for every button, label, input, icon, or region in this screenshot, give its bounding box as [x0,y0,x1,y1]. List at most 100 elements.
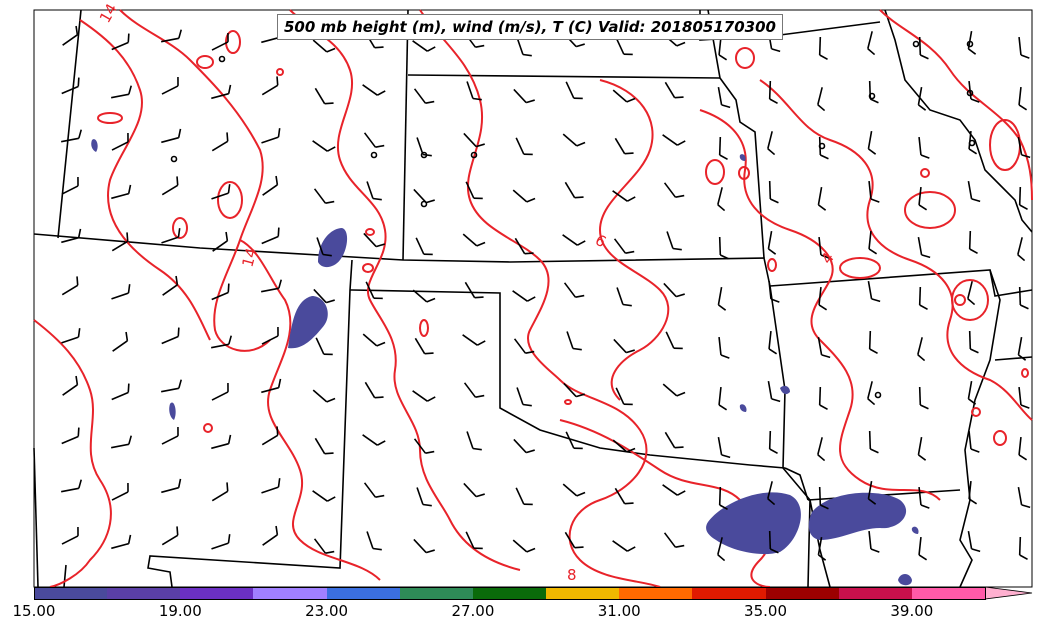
wind-barb [718,486,728,510]
wind-barb [161,76,179,95]
wind-barb [1017,237,1026,262]
wind-barb [466,81,482,101]
wind-barb [613,238,635,254]
wind-barb [111,232,129,252]
wind-barb [968,230,978,254]
wind-barb [663,282,685,298]
wind-barb [564,181,584,199]
wind-barb [312,389,336,403]
wind-barb [463,382,485,398]
wind-barb [211,382,229,401]
wind-barb [111,435,133,449]
wind-barb [261,76,279,96]
wind-barb [161,176,179,196]
wind-barb [817,87,826,112]
colorbar-segment [34,587,108,599]
colorbar-extend-arrow [984,586,1033,600]
colorbar-tick-label: 31.00 [597,602,641,620]
wind-barb [313,288,335,304]
wind-barb [111,534,132,550]
wind-barbs [61,25,1031,562]
wind-barb [211,434,232,450]
wind-barb [615,387,633,406]
wind-barb [61,526,79,545]
wind-barb [161,327,180,345]
wind-barb [261,128,281,144]
wind-barb [211,184,231,200]
wind-barb [767,481,776,506]
wind-barb [818,236,830,259]
wind-barb [416,487,432,507]
wind-barb [412,40,436,52]
wind-barb [111,383,130,401]
colorbar-segment [838,587,913,599]
colorbar-tick-label: 15.00 [12,602,56,620]
wind-barb [768,280,780,303]
wind-barb [363,232,385,248]
wind-barb [718,36,728,61]
wind-barb [313,538,335,554]
colorbar-tick-label: 23.00 [305,602,349,620]
wind-barb [261,478,281,494]
wind-barb [514,237,534,255]
colorbar-tick-label: 19.00 [158,602,202,620]
colorbar-segment [253,587,328,599]
wind-barb [1017,136,1031,159]
wind-barb [867,280,881,303]
colorbar-segment [180,587,254,599]
wind-barb [968,330,979,354]
wind-barb [664,431,684,449]
wind-barb [312,140,336,152]
wind-barb [161,128,182,144]
wind-barb [867,130,877,155]
wind-barb [968,430,980,453]
wind-barb [414,337,434,355]
wind-barb [564,531,584,549]
wind-barb [616,287,632,307]
wind-barb [463,132,485,148]
wind-barb [868,80,879,104]
wind-barb [161,526,179,546]
wind-barb [662,383,686,397]
colorbar-segment [911,587,986,599]
wind-barb [663,532,685,548]
wind-barb [615,37,633,56]
wind-barb [718,336,730,359]
wind-barb [917,86,927,111]
wind-barb [111,85,133,99]
wind-barb [718,136,728,160]
wind-barb [563,282,585,298]
wind-barb [211,283,230,301]
wind-barb [664,81,684,99]
colorbar-frame [34,587,986,600]
wind-barb [211,335,233,349]
wind-barb [614,487,634,505]
wind-barb [512,539,536,553]
wind-barb [313,188,335,204]
wind-barb [867,31,876,56]
wind-barb [365,281,383,300]
wind-barb [614,137,634,155]
wind-barb [968,480,978,505]
wind-barb [918,186,928,211]
wind-barb [768,80,778,104]
wind-barb [767,131,776,156]
wind-barb [818,36,828,60]
wind-barb [363,482,385,498]
wind-barb [515,487,533,506]
wind-barb [563,382,585,398]
wind-barb [562,234,586,246]
wind-barb [211,534,231,550]
wind-barb [513,338,535,354]
wind-barb [1018,86,1028,111]
wind-barb [767,380,781,403]
colorbar-segment [399,587,474,599]
wind-barb [817,437,826,462]
wind-barb [413,88,435,104]
wind-barb [1018,286,1029,310]
wind-barb [918,36,929,60]
wind-barb [464,281,484,299]
wind-barb [161,379,183,393]
wind-barb [262,175,279,196]
wind-barb [868,530,880,553]
